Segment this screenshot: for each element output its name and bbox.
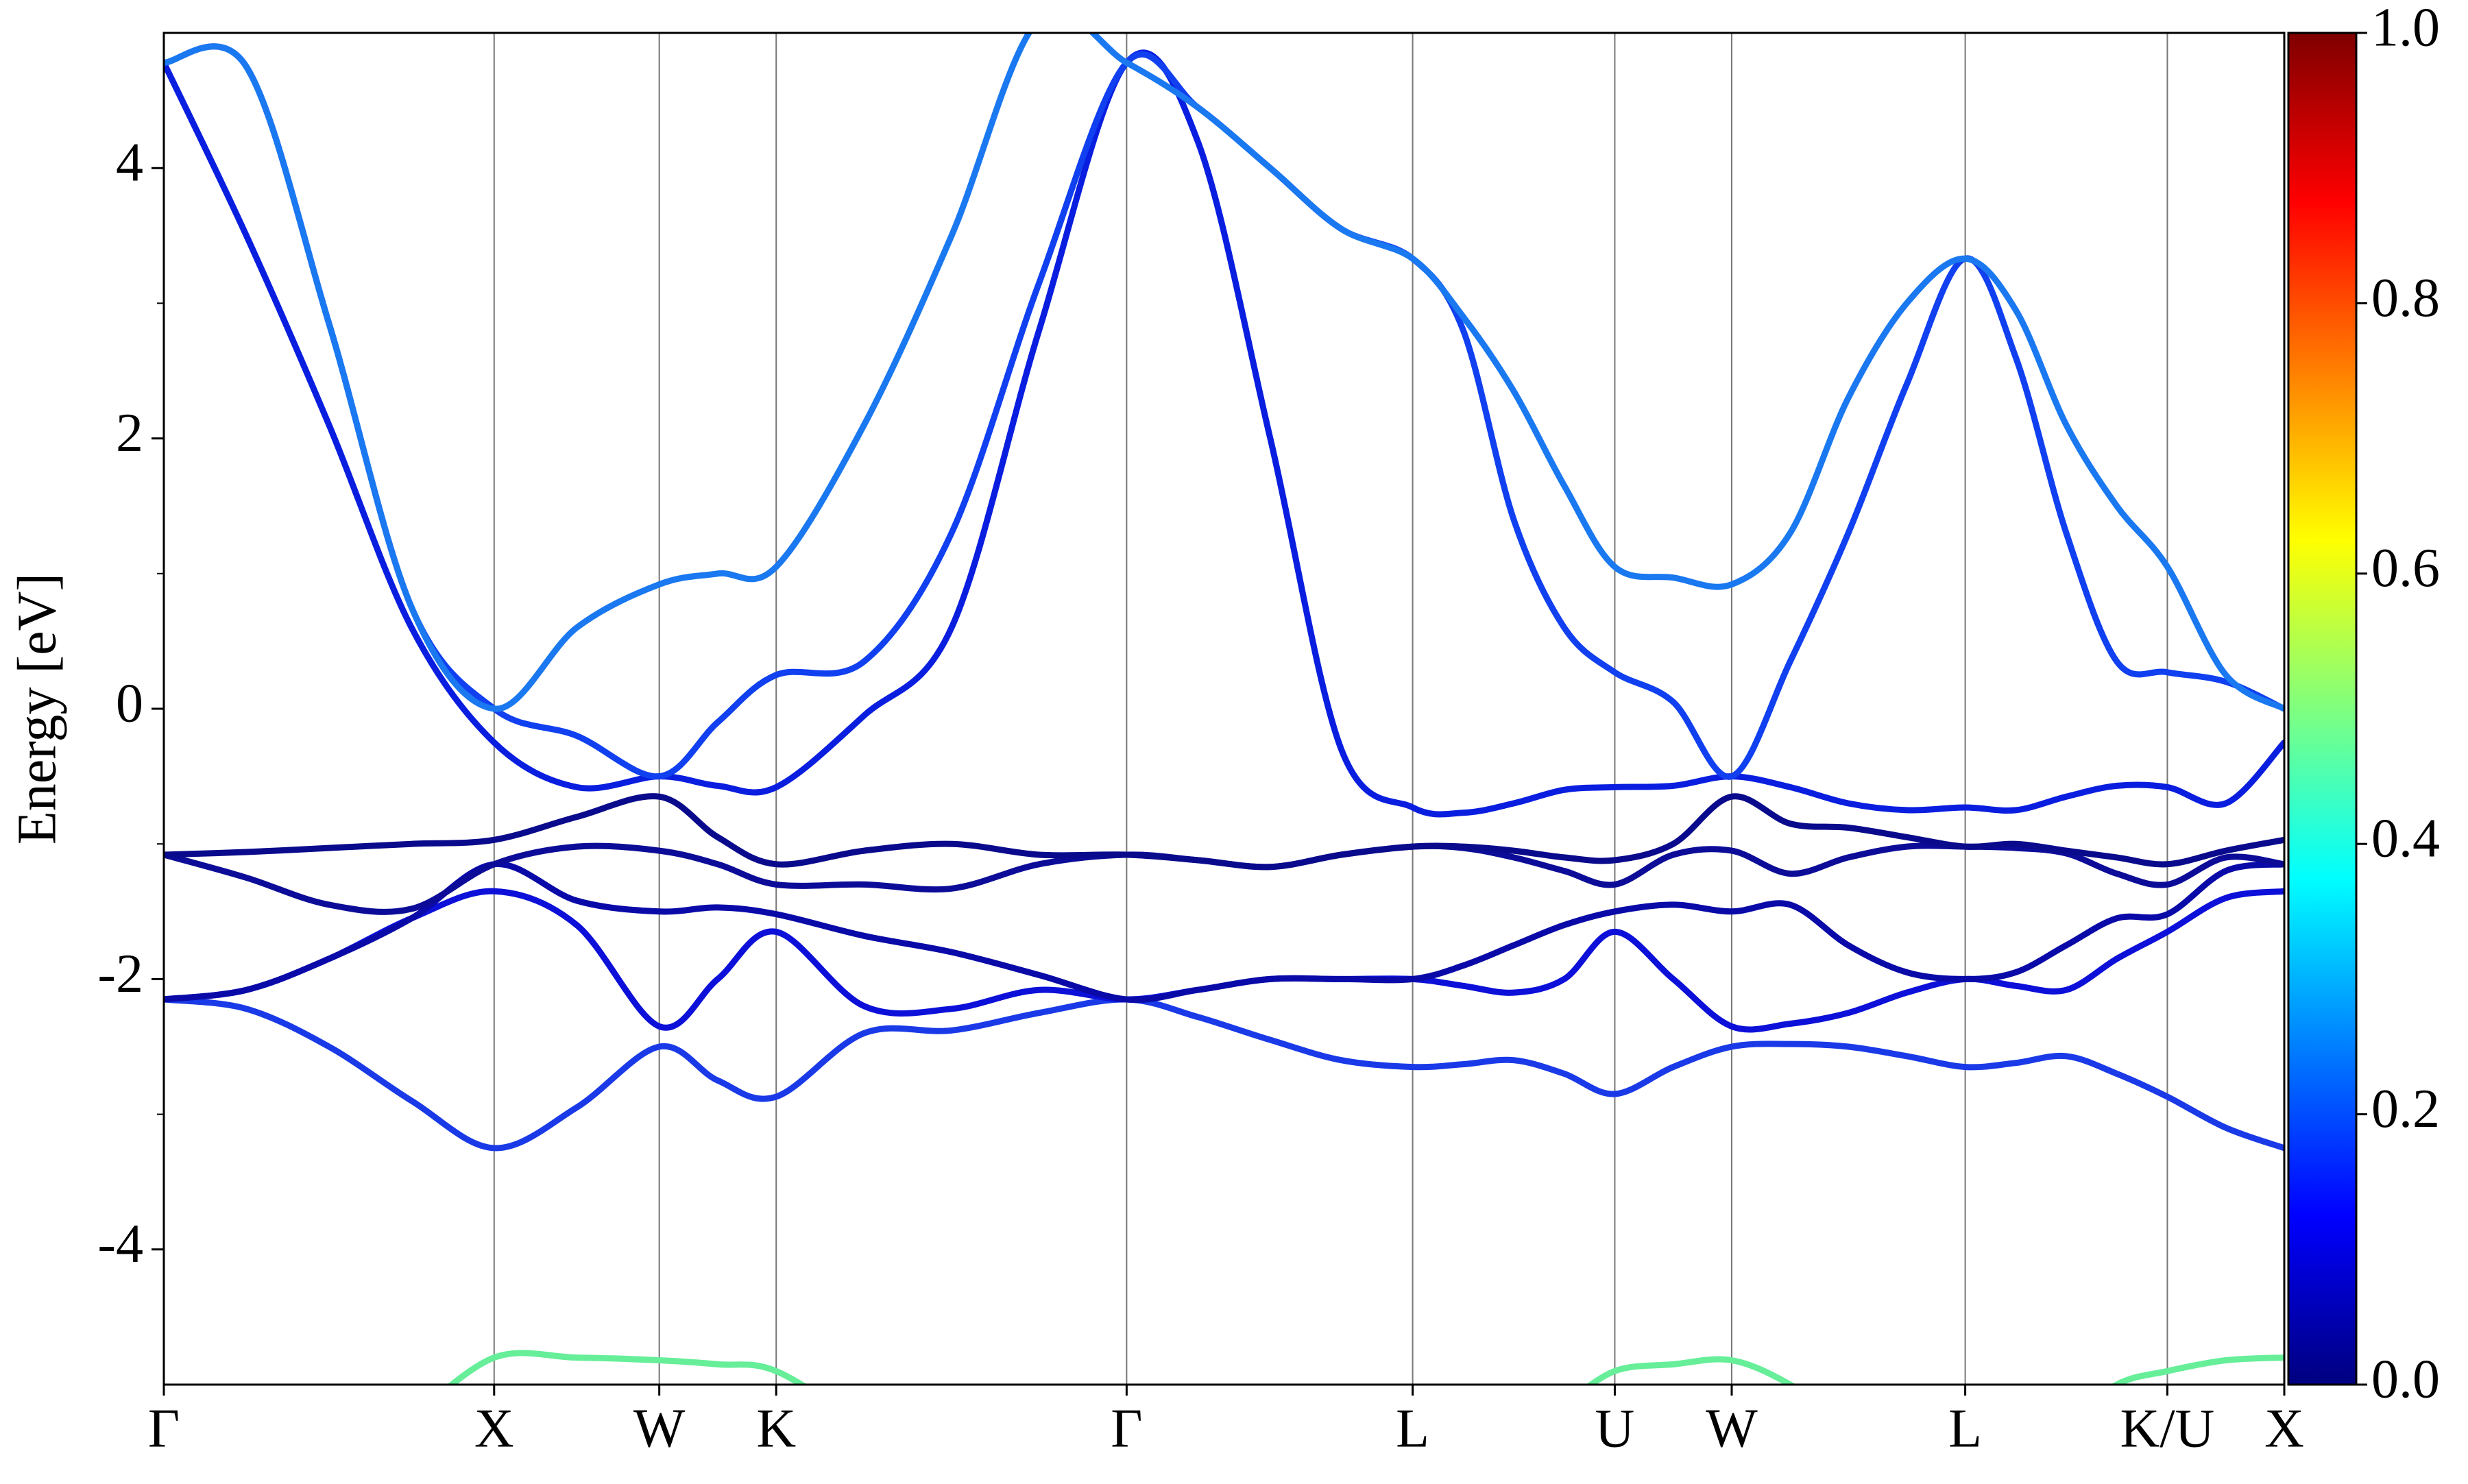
- band-line: [164, 842, 2284, 915]
- band-line: [446, 1350, 808, 1385]
- band-line: [2110, 1354, 2284, 1385]
- x-tick-label: Γ: [148, 1398, 180, 1459]
- x-tick-label: U: [1595, 1398, 1635, 1459]
- colorbar-tick-label: 0.8: [2371, 268, 2440, 328]
- y-tick-label: 2: [116, 403, 143, 463]
- colorbar: [2287, 32, 2358, 1386]
- x-tick-label: X: [2264, 1398, 2304, 1459]
- band-line: [1586, 1356, 1797, 1385]
- y-tick-label: -2: [97, 944, 143, 1004]
- x-tick-label: Γ: [1111, 1398, 1142, 1459]
- x-tick-label: W: [1706, 1398, 1758, 1459]
- colorbar-tick-label: 0.0: [2371, 1349, 2440, 1409]
- bands: [164, 33, 2284, 1385]
- x-tick-label: X: [474, 1398, 514, 1459]
- y-axis-label: Energy [eV]: [7, 573, 67, 844]
- band-line: [164, 33, 2284, 712]
- band-line: [164, 793, 2284, 871]
- y-tick-label: -4: [97, 1214, 143, 1274]
- y-tick-label: 4: [116, 133, 143, 193]
- colorbar-tick-label: 0.2: [2371, 1079, 2440, 1139]
- colorbar-tick-label: 0.4: [2371, 809, 2440, 869]
- band-line: [164, 49, 2284, 818]
- x-tick-label: L: [1396, 1398, 1429, 1459]
- x-tick-label: K: [756, 1398, 796, 1459]
- colorbar-tick-label: 1.0: [2371, 0, 2440, 58]
- band-line: [164, 996, 2284, 1152]
- x-tick-label: W: [633, 1398, 686, 1459]
- axes: Γ X W K Γ L U W L K/U X 4 2 0 -2 -4: [97, 133, 2304, 1459]
- band-line: [164, 43, 2284, 780]
- colorbar-tick-label: 0.6: [2371, 538, 2440, 598]
- x-tick-label: K/U: [2120, 1398, 2215, 1459]
- band-line: [164, 861, 2284, 1003]
- band-line: [164, 888, 2284, 1033]
- y-tick-label: 0: [116, 673, 143, 733]
- x-tick-label: L: [1948, 1398, 1982, 1459]
